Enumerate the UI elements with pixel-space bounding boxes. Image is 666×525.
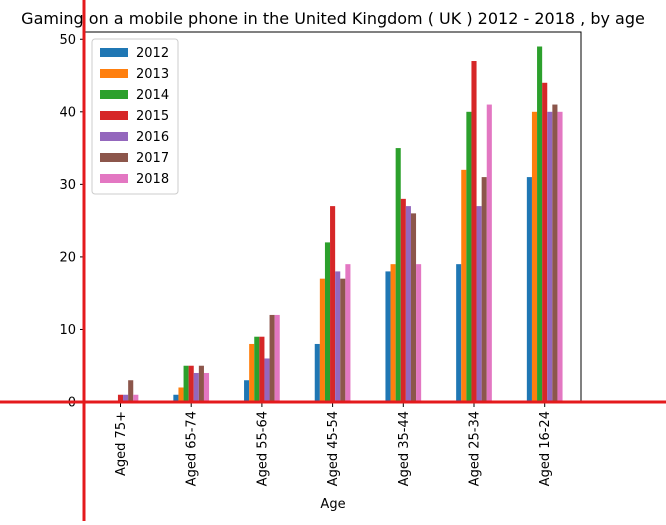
bar-aged-65-74-2018: [203, 372, 210, 402]
bar-aged-55-64-2018: [274, 314, 280, 402]
y-tick-label: 20: [59, 250, 76, 265]
legend-swatch-2016: [100, 132, 128, 141]
legend-label-2013: 2013: [136, 67, 169, 82]
bar-aged-65-74-2013: [178, 387, 184, 402]
bar-aged-65-74-2012: [173, 394, 179, 402]
legend-label-2017: 2017: [136, 151, 169, 166]
bar-aged-45-54-2018: [345, 264, 351, 402]
bar-aged-25-34-2015: [471, 61, 477, 403]
bar-aged-35-44-2016: [405, 206, 411, 402]
x-tick-label-aged-65-74: Aged 65-74: [185, 411, 200, 486]
bar-aged-55-64-2017: [269, 314, 275, 402]
bar-aged-75-2017: [128, 380, 134, 402]
bar-aged-25-34-2014: [466, 111, 472, 403]
bar-aged-16-24-2016: [547, 111, 553, 403]
bar-aged-45-54-2016: [335, 271, 341, 402]
legend-swatch-2017: [100, 153, 128, 162]
chart-title: Gaming on a mobile phone in the United K…: [21, 9, 645, 28]
y-tick-label: 30: [59, 178, 76, 193]
bar-aged-45-54-2012: [314, 343, 320, 402]
legend-label-2014: 2014: [136, 88, 169, 103]
bar-aged-16-24-2015: [542, 82, 548, 402]
legend-swatch-2012: [100, 48, 128, 57]
bar-aged-55-64-2015: [259, 336, 265, 402]
legend-label-2012: 2012: [136, 46, 169, 61]
bar-aged-55-64-2014: [254, 336, 260, 402]
y-axis: 01020304050: [59, 33, 85, 411]
y-tick-label: 10: [59, 323, 76, 338]
bar-aged-16-24-2013: [531, 111, 538, 403]
bar-aged-55-64-2013: [249, 343, 255, 402]
x-tick-label-aged-16-24: Aged 16-24: [538, 411, 553, 486]
legend-label-2015: 2015: [136, 109, 169, 124]
x-axis-label: Age: [320, 497, 345, 512]
bar-aged-35-44-2013: [390, 264, 396, 402]
bar-aged-16-24-2017: [552, 104, 558, 403]
bar-aged-55-64-2016: [264, 358, 270, 402]
x-tick-label-aged-55-64: Aged 55-64: [255, 411, 270, 486]
bar-aged-45-54-2015: [330, 206, 336, 402]
bar-aged-35-44-2012: [385, 271, 391, 402]
bar-aged-25-34-2016: [476, 206, 482, 402]
bar-aged-75-2015: [117, 394, 124, 402]
bar-aged-25-34-2017: [481, 177, 487, 402]
bar-aged-35-44-2015: [400, 198, 406, 402]
legend-swatch-2013: [100, 69, 128, 78]
bar-aged-65-74-2017: [198, 365, 204, 402]
bar-aged-45-54-2017: [340, 278, 346, 402]
bar-aged-75-2016: [123, 394, 129, 402]
bar-aged-65-74-2014: [183, 365, 189, 402]
bar-aged-16-24-2014: [537, 46, 543, 402]
bar-aged-65-74-2016: [193, 372, 199, 402]
y-tick-label: 50: [59, 33, 76, 48]
bar-aged-35-44-2014: [395, 148, 401, 402]
bar-aged-16-24-2018: [557, 111, 563, 403]
y-tick-label: 40: [59, 105, 76, 120]
bar-aged-16-24-2012: [526, 177, 532, 402]
legend-label-2018: 2018: [136, 172, 169, 187]
bar-aged-45-54-2013: [319, 278, 325, 402]
bar-aged-35-44-2017: [410, 213, 417, 402]
bar-aged-25-34-2012: [456, 264, 462, 402]
legend-swatch-2014: [100, 90, 128, 99]
x-tick-label-aged-45-54: Aged 45-54: [326, 411, 341, 486]
bar-aged-65-74-2015: [188, 365, 194, 402]
legend: 2012 2013 2014 2015 2016 2017 2018: [91, 38, 179, 195]
legend-swatch-2015: [100, 111, 128, 120]
bar-aged-45-54-2014: [324, 242, 331, 402]
x-tick-label-aged-75: Aged 75+: [114, 411, 129, 476]
bar-aged-25-34-2013: [461, 169, 467, 402]
x-axis: Aged 75+ Aged 65-74 Aged 55-64 Aged 45-54 Ag…: [114, 402, 553, 486]
bars-layer: [117, 46, 563, 403]
legend-label-2016: 2016: [136, 130, 169, 145]
x-tick-label-aged-25-34: Aged 25-34: [468, 411, 483, 486]
bar-aged-35-44-2018: [416, 264, 422, 402]
bar-aged-75-2018: [133, 394, 139, 402]
legend-swatch-2018: [100, 174, 128, 183]
bar-aged-55-64-2012: [244, 380, 250, 402]
x-tick-label-aged-35-44: Aged 35-44: [397, 411, 412, 486]
bar-aged-25-34-2018: [486, 104, 492, 403]
